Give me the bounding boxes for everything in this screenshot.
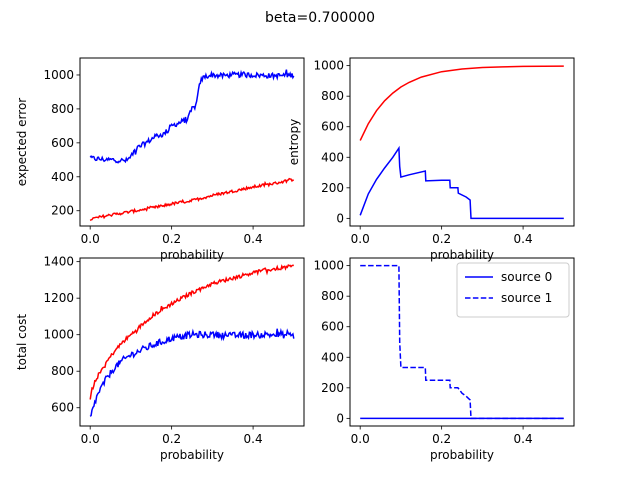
y-tick-label: 800: [321, 89, 344, 103]
subplot-expected-error: 0.0 0.2 0.4 200 400 600 800 1000 probability expe…: [15, 57, 305, 262]
series-group: [89, 69, 295, 222]
y-tick-label: 600: [51, 136, 74, 150]
series-line-red-0: [89, 263, 294, 400]
y-axis-label: expected error: [15, 98, 29, 187]
x-axis-label: probability: [160, 448, 224, 462]
y-tick-label: 800: [51, 364, 74, 378]
series-group: [360, 264, 564, 420]
y-tick-label: 200: [321, 381, 344, 395]
y-tick-label: 200: [51, 204, 74, 218]
x-axis-label: probability: [160, 248, 224, 262]
y-tick-label: 1200: [43, 291, 74, 305]
subplot-sources: 0.0 0.2 0.4 0 200 400 600 800 1000 probability sou…: [313, 257, 575, 462]
y-tick-label: 600: [51, 401, 74, 415]
y-tick-label: 1000: [313, 259, 344, 273]
y-tick-label: 0: [336, 211, 344, 225]
series-group: [89, 263, 295, 417]
series-group: [359, 65, 564, 220]
figure-title: beta=0.700000: [265, 10, 375, 26]
x-tick-label: 0.2: [432, 232, 451, 246]
y-tick-label: 600: [321, 320, 344, 334]
series-line-red-0: [359, 65, 564, 141]
y-tick-label: 1000: [43, 68, 74, 82]
y-tick-label: 1000: [313, 59, 344, 73]
y-tick-label: 400: [321, 150, 344, 164]
x-tick-label: 0.2: [162, 432, 181, 446]
x-axis-label: probability: [430, 448, 494, 462]
x-tick-label: 0.0: [351, 232, 370, 246]
x-tick-label: 0.4: [244, 432, 263, 446]
legend-label: source 1: [501, 291, 552, 305]
x-tick-label: 0.2: [162, 232, 181, 246]
y-tick-label: 200: [321, 181, 344, 195]
subplot-entropy: 0.0 0.2 0.4 0 200 400 600 800 1000 probability ent…: [287, 57, 575, 262]
legend-label: source 0: [501, 270, 552, 284]
series-line-blue-0: [89, 69, 295, 164]
x-axis-label: probability: [430, 248, 494, 262]
series-line-blue-1: [359, 145, 564, 220]
plot-frame: [349, 57, 575, 227]
y-tick-label: 0: [336, 411, 344, 425]
x-tick-label: 0.0: [351, 432, 370, 446]
x-tick-label: 0.0: [81, 232, 100, 246]
series-line-red-1: [89, 177, 295, 222]
subplot-total-cost: 0.0 0.2 0.4 600 800 1000 1200 1400 probability to…: [15, 255, 305, 462]
y-tick-label: 1000: [43, 328, 74, 342]
x-tick-label: 0.4: [244, 232, 263, 246]
series-line-blue-1: [89, 327, 295, 417]
x-tick-label: 0.4: [514, 232, 533, 246]
plot-frame: [79, 257, 305, 427]
y-axis-label: total cost: [15, 314, 29, 370]
x-tick-label: 0.2: [432, 432, 451, 446]
y-tick-label: 800: [51, 102, 74, 116]
y-tick-label: 800: [321, 289, 344, 303]
x-tick-label: 0.4: [514, 432, 533, 446]
legend: source 0 source 1: [456, 262, 570, 318]
series-line-source-1: [360, 264, 564, 420]
x-tick-label: 0.0: [81, 432, 100, 446]
plot-frame: [349, 257, 575, 427]
y-tick-label: 600: [321, 120, 344, 134]
y-tick-label: 400: [51, 170, 74, 184]
y-axis-label: entropy: [287, 119, 301, 165]
y-tick-label: 400: [321, 350, 344, 364]
plot-frame: [79, 57, 305, 227]
y-tick-label: 1400: [43, 255, 74, 269]
